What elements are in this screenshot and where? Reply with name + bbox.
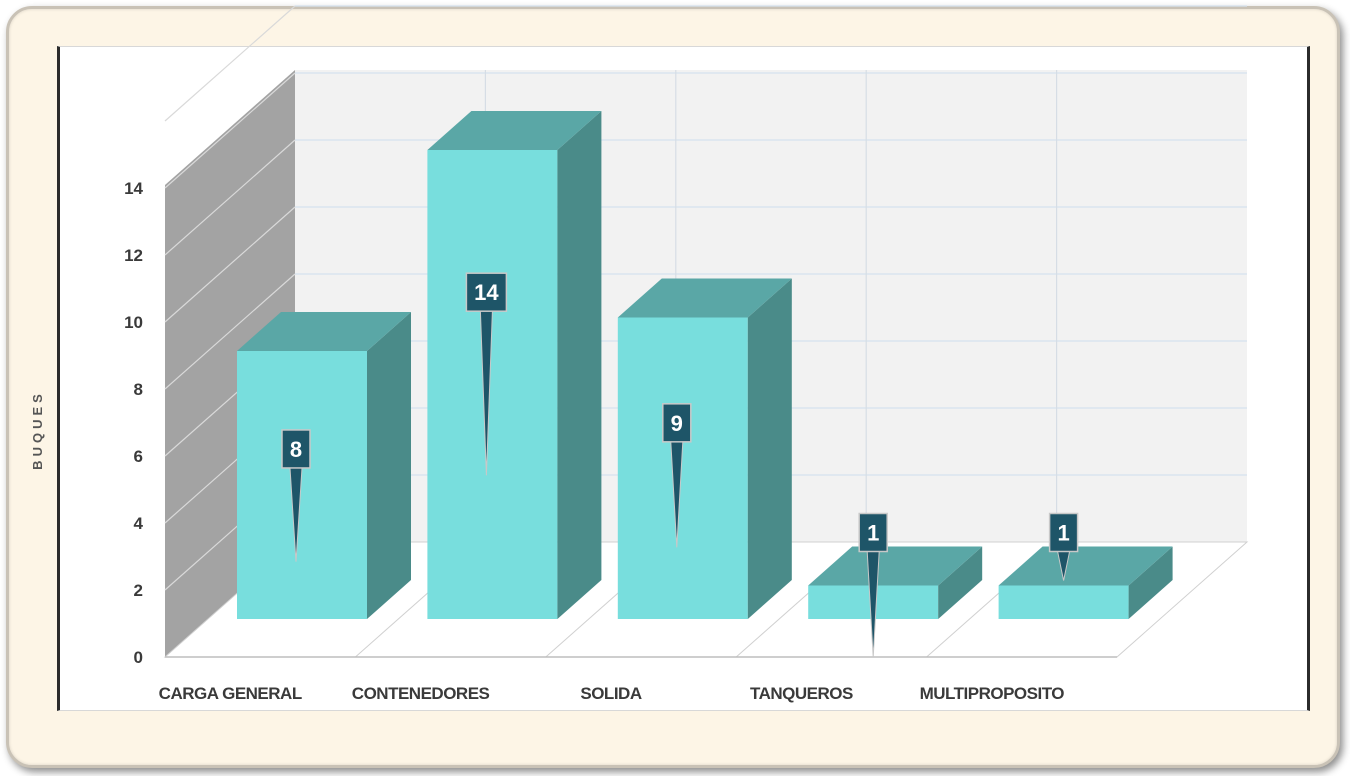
data-label: 1	[1048, 512, 1079, 581]
y-tick-label: 6	[134, 447, 143, 466]
bar-top	[808, 546, 983, 586]
gridline-side	[164, 273, 296, 390]
y-tick-label: 12	[124, 246, 143, 265]
y-tick-label: 0	[134, 648, 143, 667]
data-label-text: 1	[867, 521, 879, 546]
bar-side	[938, 546, 983, 619]
bar-top	[427, 111, 602, 150]
bar-top	[998, 546, 1173, 586]
data-label: 14	[465, 272, 508, 476]
x-axis: CARGA GENERAL CONTENEDORES SOLIDA TANQUEROS…	[159, 684, 1065, 703]
y-axis: 0 2 4 6 8 10 12 14	[124, 179, 143, 667]
y-tick-label: 8	[134, 380, 143, 399]
gridline-side	[164, 5, 296, 122]
data-label-text: 9	[671, 411, 683, 436]
data-label-box	[858, 512, 888, 553]
x-category-label: CARGA GENERAL	[159, 684, 302, 703]
bar-side	[1128, 546, 1173, 619]
data-labels: 8 14 9 1 1	[281, 272, 1079, 658]
y-axis-title: BUQUES	[30, 390, 45, 470]
data-label-text: 14	[474, 280, 499, 305]
y-tick-label: 2	[134, 581, 143, 600]
x-category-label: MULTIPROPOSITO	[920, 684, 1065, 703]
data-label-box	[662, 403, 692, 443]
bar-front	[998, 585, 1129, 619]
bar-front	[427, 150, 558, 619]
data-label-text: 1	[1057, 521, 1069, 546]
bar-top	[237, 312, 411, 351]
y-tick-label: 4	[134, 514, 144, 533]
data-label-box	[465, 272, 508, 312]
data-label-box	[281, 429, 311, 469]
data-label-text: 8	[290, 437, 302, 462]
bar-side	[557, 111, 602, 619]
gridline-side	[164, 72, 296, 189]
x-category-label: CONTENEDORES	[352, 684, 490, 703]
x-category-label: SOLIDA	[580, 684, 641, 703]
bar-side	[747, 278, 792, 619]
data-label: 8	[281, 429, 311, 562]
bar-front	[237, 351, 367, 619]
bar-front	[617, 317, 748, 619]
data-label: 1	[858, 512, 888, 658]
data-label-box	[1048, 512, 1079, 553]
bar-side	[367, 312, 411, 619]
gridline-side	[164, 139, 296, 256]
bars	[237, 111, 1173, 619]
y-tick-label: 14	[124, 179, 143, 198]
x-category-label: TANQUEROS	[750, 684, 853, 703]
bar-top	[617, 278, 792, 318]
y-tick-label: 10	[124, 313, 143, 332]
data-label: 9	[662, 403, 692, 548]
gridline-side	[164, 206, 296, 323]
